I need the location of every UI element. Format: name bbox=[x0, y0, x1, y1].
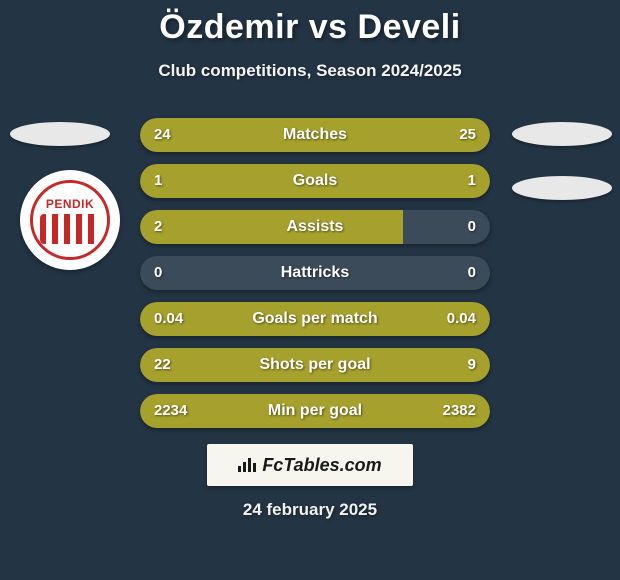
stat-label: Matches bbox=[140, 118, 490, 152]
brand-text: FcTables.com bbox=[238, 455, 381, 476]
stat-row: 22342382Min per goal bbox=[140, 394, 490, 428]
date-label: 24 february 2025 bbox=[0, 500, 620, 520]
page-title: Özdemir vs Develi bbox=[0, 0, 620, 47]
team-badge: PENDIK bbox=[20, 170, 120, 270]
brand-bars-icon bbox=[238, 458, 256, 472]
stat-row: 229Shots per goal bbox=[140, 348, 490, 382]
team-badge-text: PENDIK bbox=[46, 197, 94, 211]
stat-row: 2425Matches bbox=[140, 118, 490, 152]
right-team-ellipse-2 bbox=[512, 176, 612, 200]
stats-rows: 2425Matches 11Goals 20Assists 00Hattricks 0.… bbox=[140, 118, 490, 440]
right-team-ellipse-1 bbox=[512, 122, 612, 146]
team-badge-stripes bbox=[40, 214, 100, 244]
brand-label: FcTables.com bbox=[262, 455, 381, 476]
subtitle: Club competitions, Season 2024/2025 bbox=[0, 61, 620, 81]
stat-row: 20Assists bbox=[140, 210, 490, 244]
stat-row: 11Goals bbox=[140, 164, 490, 198]
brand-box[interactable]: FcTables.com bbox=[207, 444, 413, 486]
team-badge-inner: PENDIK bbox=[30, 180, 110, 260]
stat-label: Hattricks bbox=[140, 256, 490, 290]
stat-label: Goals per match bbox=[140, 302, 490, 336]
left-team-ellipse bbox=[10, 122, 110, 146]
stat-label: Min per goal bbox=[140, 394, 490, 428]
stat-row: 00Hattricks bbox=[140, 256, 490, 290]
stat-label: Assists bbox=[140, 210, 490, 244]
stat-row: 0.040.04Goals per match bbox=[140, 302, 490, 336]
stat-label: Shots per goal bbox=[140, 348, 490, 382]
stat-label: Goals bbox=[140, 164, 490, 198]
